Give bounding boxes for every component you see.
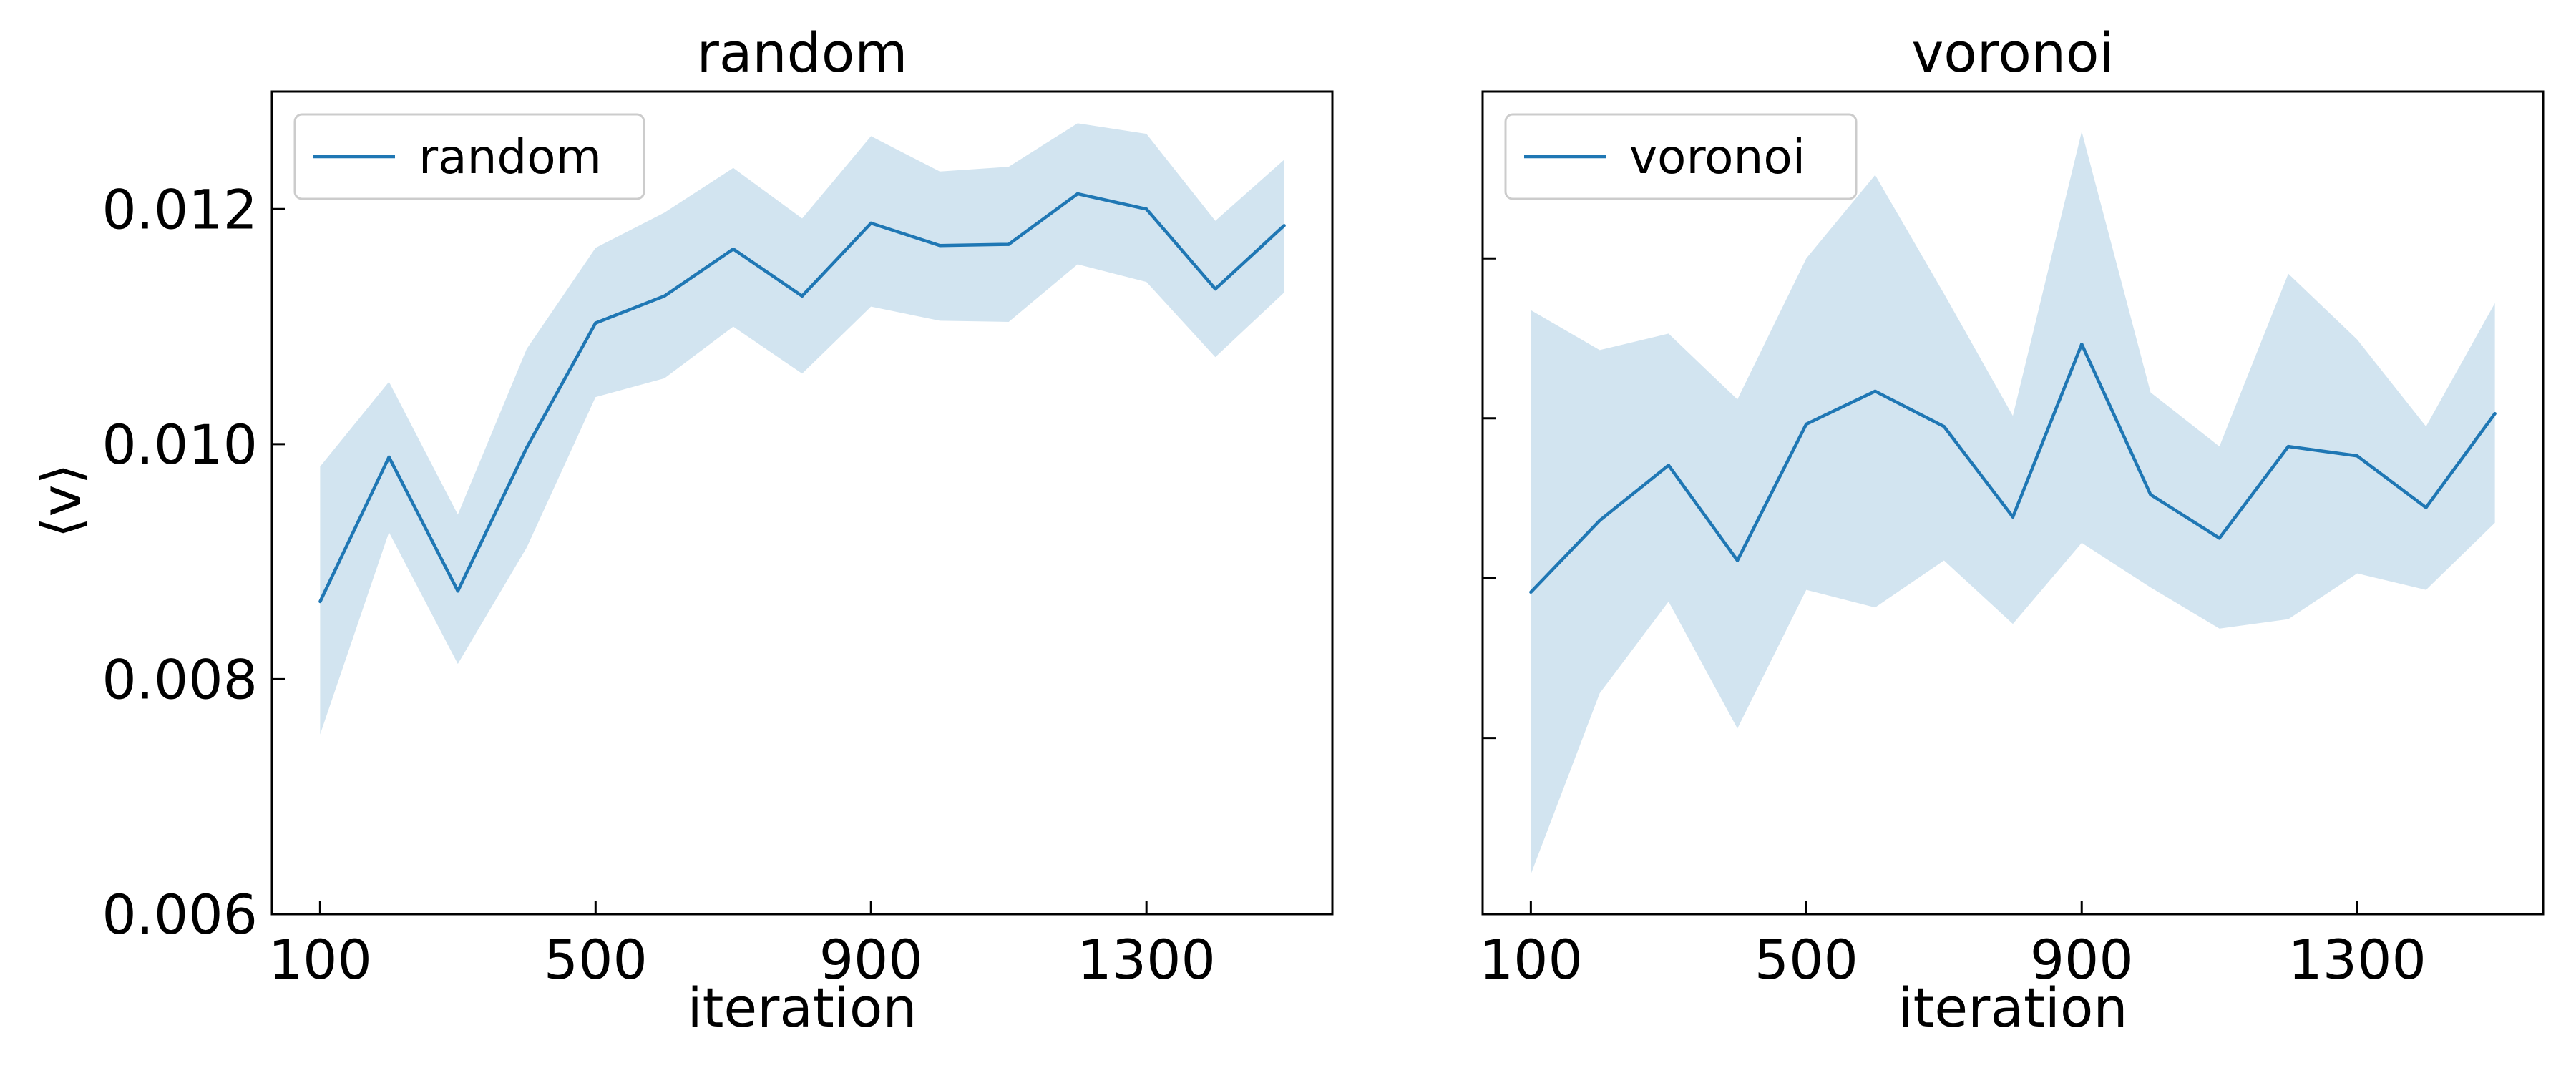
- x-tick-label: 500: [1755, 928, 1858, 991]
- data-point: [731, 247, 735, 251]
- data-point: [2080, 343, 2084, 346]
- plot-frame: [270, 90, 1334, 916]
- legend-label: voronoi: [1629, 129, 1805, 185]
- x-axis-label: iteration: [1898, 976, 2127, 1039]
- y-axis-label: ⟨v⟩: [29, 464, 93, 538]
- data-point: [2218, 536, 2221, 540]
- data-point: [1075, 192, 1080, 196]
- panel-title: voronoi: [1911, 21, 2114, 84]
- legend-label: random: [419, 129, 602, 185]
- data-point: [594, 321, 597, 325]
- data-point: [2424, 506, 2428, 509]
- y-tick-label: 0.006: [102, 883, 258, 946]
- data-point: [869, 221, 873, 225]
- data-point: [1667, 464, 1671, 467]
- x-tick-label: 1300: [2288, 928, 2426, 991]
- x-tick-label: 900: [819, 928, 923, 991]
- data-point: [2011, 515, 2015, 519]
- data-point: [2355, 454, 2359, 458]
- panel-title: random: [697, 21, 908, 84]
- data-point: [387, 455, 391, 459]
- x-tick-label: 100: [268, 928, 372, 991]
- legend-box: [1504, 113, 1858, 200]
- data-point: [1598, 519, 1601, 522]
- y-tick-label: 0.012: [102, 177, 258, 241]
- legend: random: [293, 113, 645, 200]
- x-tick-label: 100: [1479, 928, 1583, 991]
- data-point: [663, 294, 666, 298]
- data-point: [525, 446, 529, 449]
- x-axis-label: iteration: [687, 976, 917, 1039]
- x-tick-label: 1300: [1077, 928, 1215, 991]
- data-point: [1805, 422, 1808, 426]
- data-point: [1282, 224, 1286, 227]
- x-tick-label: 500: [544, 928, 648, 991]
- x-tick-label: 900: [2030, 928, 2134, 991]
- data-point: [1007, 242, 1010, 246]
- data-point: [1529, 590, 1533, 594]
- data-point: [318, 599, 322, 604]
- data-point: [1735, 559, 1740, 562]
- data-point: [800, 294, 804, 298]
- data-point: [2149, 493, 2152, 496]
- data-point: [456, 589, 460, 593]
- data-point: [1873, 389, 1877, 393]
- data-point: [2493, 411, 2497, 416]
- y-tick-label: 0.010: [102, 413, 258, 476]
- panel-random: random iteration ⟨v⟩ 100 500 900 1300 0.006 0…: [29, 21, 1334, 1039]
- data-point: [938, 244, 942, 248]
- legend-box: [293, 113, 645, 200]
- confidence-band-random: [320, 123, 1284, 735]
- legend: voronoi: [1504, 113, 1858, 200]
- plot-frame: [1481, 90, 2545, 916]
- data-point: [1144, 207, 1148, 211]
- confidence-band-voronoi: [1531, 131, 2495, 875]
- data-point: [1942, 425, 1946, 428]
- panel-voronoi: voronoi iteration 100 500 900 1300 voronoi: [1479, 21, 2545, 1039]
- data-point: [2286, 444, 2290, 449]
- data-point: [1214, 287, 1217, 291]
- y-tick-label: 0.008: [102, 647, 258, 711]
